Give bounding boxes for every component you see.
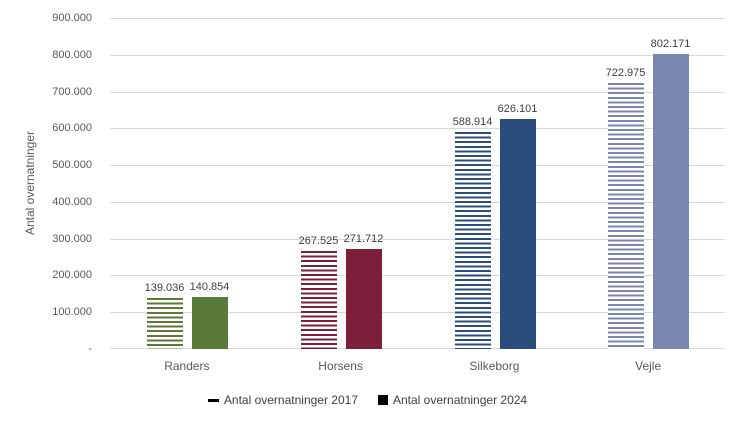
bar-group-silkeborg: 588.914 626.101 xyxy=(418,18,572,349)
x-category-label: Silkeborg xyxy=(469,359,520,373)
gridline xyxy=(110,202,725,203)
gridline xyxy=(110,275,725,276)
bar-striped-vejle: 722.975 xyxy=(606,67,645,349)
bar-value-label: 267.525 xyxy=(298,235,339,247)
y-tick-label: 200.000 xyxy=(52,269,92,281)
bar-group-randers: 139.036 140.854 xyxy=(110,18,264,349)
bar-striped-horsens: 267.525 xyxy=(299,235,338,349)
y-tick-label: 500.000 xyxy=(52,159,92,171)
x-axis-category-labels: Randers Horsens Silkeborg Vejle xyxy=(110,359,725,373)
legend-square-marker-icon xyxy=(378,395,388,405)
plot-area: 139.036 140.854 267.525 271.712 588.914 626.1… xyxy=(110,18,725,349)
legend-item-2017: Antal overnatninger 2017 xyxy=(207,393,358,407)
y-tick-label: 100.000 xyxy=(52,306,92,318)
x-category-label: Randers xyxy=(164,359,210,373)
bar-solid-vejle: 802.171 xyxy=(651,38,690,349)
gridline xyxy=(110,239,725,240)
y-tick-label: 700.000 xyxy=(52,86,92,98)
y-tick-label: 900.000 xyxy=(52,12,92,24)
gridline xyxy=(110,312,725,313)
legend: Antal overnatninger 2017 Antal overnatni… xyxy=(0,393,735,407)
y-tick-label: 800.000 xyxy=(52,49,92,61)
bar-value-label: 140.854 xyxy=(189,281,230,293)
y-tick-label: 300.000 xyxy=(52,233,92,245)
bar-solid-horsens: 271.712 xyxy=(344,233,383,349)
bar-solid-silkeborg: 626.101 xyxy=(498,103,537,349)
gridline xyxy=(110,128,725,129)
legend-item-2024: Antal overnatninger 2024 xyxy=(378,393,527,407)
gridline xyxy=(110,165,725,166)
bar-value-label: 626.101 xyxy=(497,103,538,115)
bar-value-label: 802.171 xyxy=(650,38,691,50)
bar-value-label: 722.975 xyxy=(605,67,646,79)
bar-solid-randers: 140.854 xyxy=(190,281,229,349)
gridline xyxy=(110,55,725,56)
bar-value-label: 271.712 xyxy=(343,233,384,245)
y-tick-label: 600.000 xyxy=(52,122,92,134)
y-tick-label: 400.000 xyxy=(52,196,92,208)
legend-label-2024: Antal overnatninger 2024 xyxy=(393,393,528,407)
bar-striped-silkeborg: 588.914 xyxy=(453,116,492,349)
legend-dash-marker-icon xyxy=(207,398,219,402)
bar-striped-randers: 139.036 xyxy=(145,282,184,349)
gridline xyxy=(110,92,725,93)
bar-group-horsens: 267.525 271.712 xyxy=(264,18,418,349)
y-tick-label: - xyxy=(88,343,92,355)
bar-value-label: 588.914 xyxy=(452,116,493,128)
gridline xyxy=(110,348,725,349)
y-axis-tick-labels: - 100.000 200.000 300.000 400.000 500.000 600.… xyxy=(0,12,92,355)
bar-group-vejle: 722.975 802.171 xyxy=(571,18,725,349)
bar-value-label: 139.036 xyxy=(144,282,185,294)
legend-label-2017: Antal overnatninger 2017 xyxy=(223,393,358,407)
x-category-label: Vejle xyxy=(635,359,662,373)
x-category-label: Horsens xyxy=(318,359,363,373)
gridline xyxy=(110,18,725,19)
